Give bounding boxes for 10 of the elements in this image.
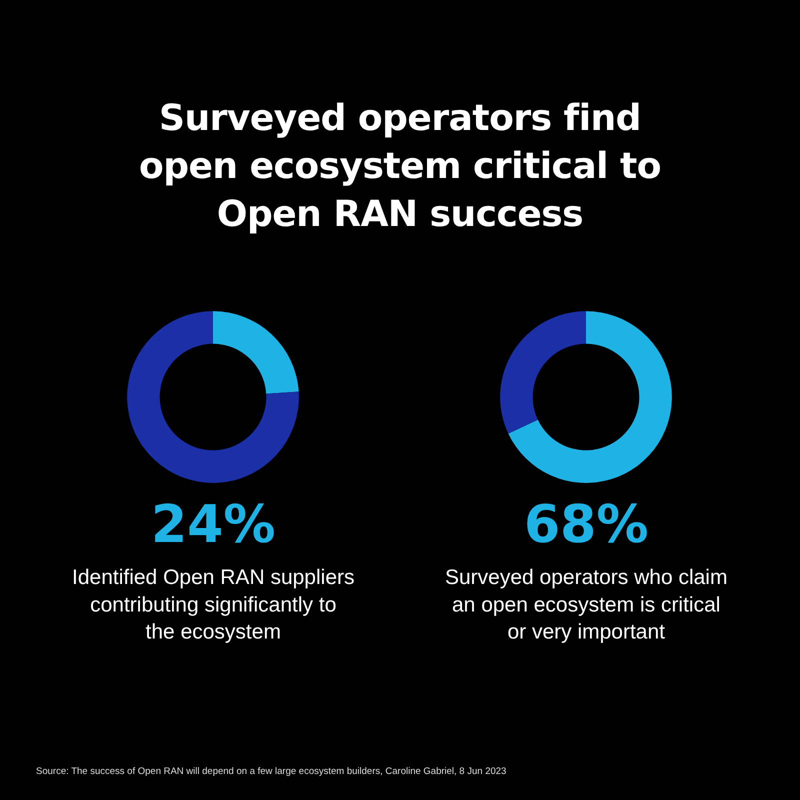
donut-slice bbox=[500, 311, 586, 434]
text: 68% bbox=[524, 495, 648, 555]
source-note: Source: The success of Open RAN will depend on a few large ecosystem builders, Caroline Gabriel, 8 Jun 2023 bbox=[36, 766, 506, 777]
donut-slice bbox=[127, 311, 299, 483]
donut-slice bbox=[508, 311, 672, 483]
donut-slice bbox=[213, 311, 299, 394]
text: Surveyed operators who claim an open ecosystem is critical or very important bbox=[445, 566, 728, 644]
text: Surveyed operators find open ecosystem critical to Open RAN success bbox=[138, 97, 662, 237]
text: Identified Open RAN suppliers contributing significantly to the ecosystem bbox=[72, 566, 354, 644]
text: 24% bbox=[151, 495, 276, 555]
